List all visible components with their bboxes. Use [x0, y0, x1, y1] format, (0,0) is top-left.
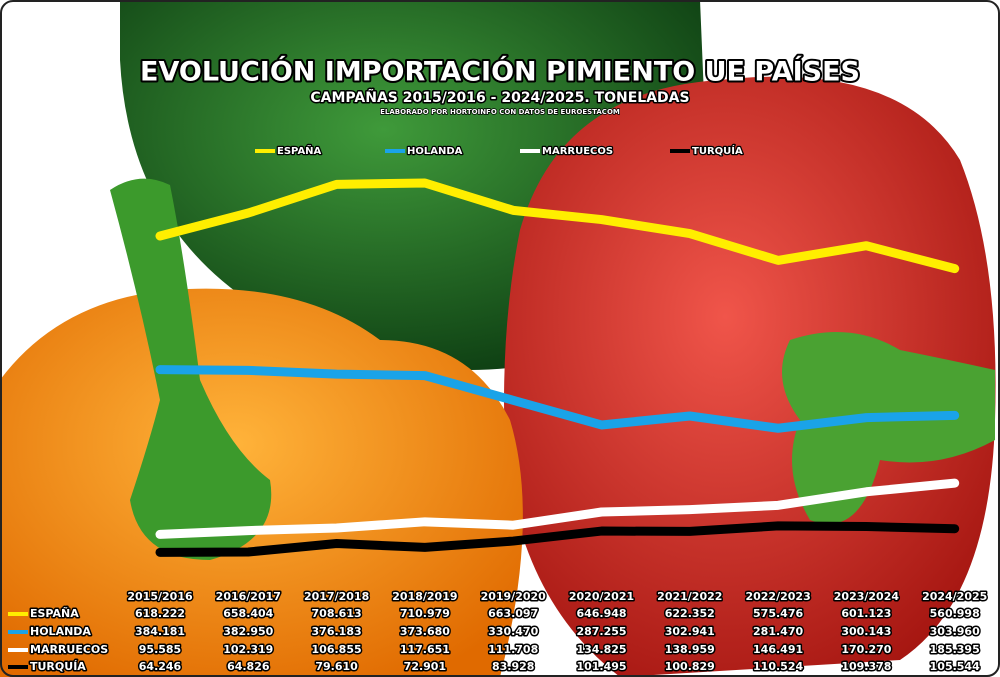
column-header: 2020/2021: [569, 590, 634, 603]
series-line: [155, 365, 960, 433]
table-value: 100.829: [665, 660, 715, 673]
table-value: 330.470: [488, 625, 538, 638]
table-value: 105.544: [930, 660, 980, 673]
table-value: 658.404: [223, 607, 273, 620]
table-value: 663.097: [488, 607, 538, 620]
row-label: TURQUÍA: [30, 660, 86, 673]
table-value: 302.941: [665, 625, 715, 638]
table-value: 646.948: [576, 607, 626, 620]
table-value: 95.585: [139, 643, 181, 656]
row-label: ESPAÑA: [30, 607, 79, 620]
table-value: 708.613: [312, 607, 362, 620]
column-header: 2023/2024: [834, 590, 900, 603]
column-header: 2024/2025: [922, 590, 987, 603]
table-value: 575.476: [753, 607, 803, 620]
column-header: 2017/2018: [304, 590, 369, 603]
table-value: 106.855: [312, 643, 362, 656]
column-header: 2022/2023: [745, 590, 810, 603]
table-value: 601.123: [841, 607, 891, 620]
column-header: 2021/2022: [657, 590, 722, 603]
table-value: 64.246: [139, 660, 182, 673]
table-value: 560.998: [930, 607, 980, 620]
source-note: ELABORADO POR HORTOINFO CON DATOS DE EUR…: [380, 108, 620, 116]
row-label: MARRUECOS: [30, 643, 108, 656]
table-value: 79.610: [315, 660, 358, 673]
legend-label: HOLANDA: [407, 146, 463, 157]
row-label: HOLANDA: [30, 625, 91, 638]
table-value: 101.495: [576, 660, 626, 673]
table-value: 146.491: [753, 643, 803, 656]
table-value: 287.255: [576, 625, 626, 638]
table-value: 382.950: [223, 625, 273, 638]
table-value: 72.901: [404, 660, 446, 673]
table-value: 64.826: [227, 660, 270, 673]
table-value: 300.143: [841, 625, 891, 638]
table-value: 376.183: [312, 625, 362, 638]
table-value: 111.708: [488, 643, 538, 656]
series-line: [155, 478, 960, 539]
table-value: 384.181: [135, 625, 185, 638]
table-value: 281.470: [753, 625, 803, 638]
table-value: 117.651: [400, 643, 450, 656]
table-value: 170.270: [841, 643, 891, 656]
table-value: 110.524: [753, 660, 803, 673]
table-value: 138.959: [665, 643, 715, 656]
column-header: 2015/2016: [127, 590, 193, 603]
column-header: 2016/2017: [216, 590, 281, 603]
series-line: [155, 521, 960, 557]
legend-label: ESPAÑA: [277, 144, 322, 157]
chart-title: EVOLUCIÓN IMPORTACIÓN PIMIENTO UE PAÍSES: [140, 56, 860, 88]
table-value: 622.352: [665, 607, 715, 620]
legend-label: TURQUÍA: [692, 144, 743, 157]
table-value: 102.319: [223, 643, 273, 656]
table-value: 710.979: [400, 607, 450, 620]
table-value: 303.960: [930, 625, 980, 638]
column-header: 2019/2020: [481, 590, 547, 603]
table-value: 185.395: [930, 643, 980, 656]
table-value: 373.680: [400, 625, 450, 638]
legend-label: MARRUECOS: [542, 146, 613, 157]
table-value: 83.928: [492, 660, 534, 673]
table-value: 134.825: [576, 643, 626, 656]
chart-subtitle: CAMPAÑAS 2015/2016 - 2024/2025. TONELADA…: [310, 89, 689, 106]
table-value: 109.378: [841, 660, 891, 673]
table-value: 618.222: [135, 607, 185, 620]
column-header: 2018/2019: [392, 590, 457, 603]
series-line: [155, 178, 960, 274]
